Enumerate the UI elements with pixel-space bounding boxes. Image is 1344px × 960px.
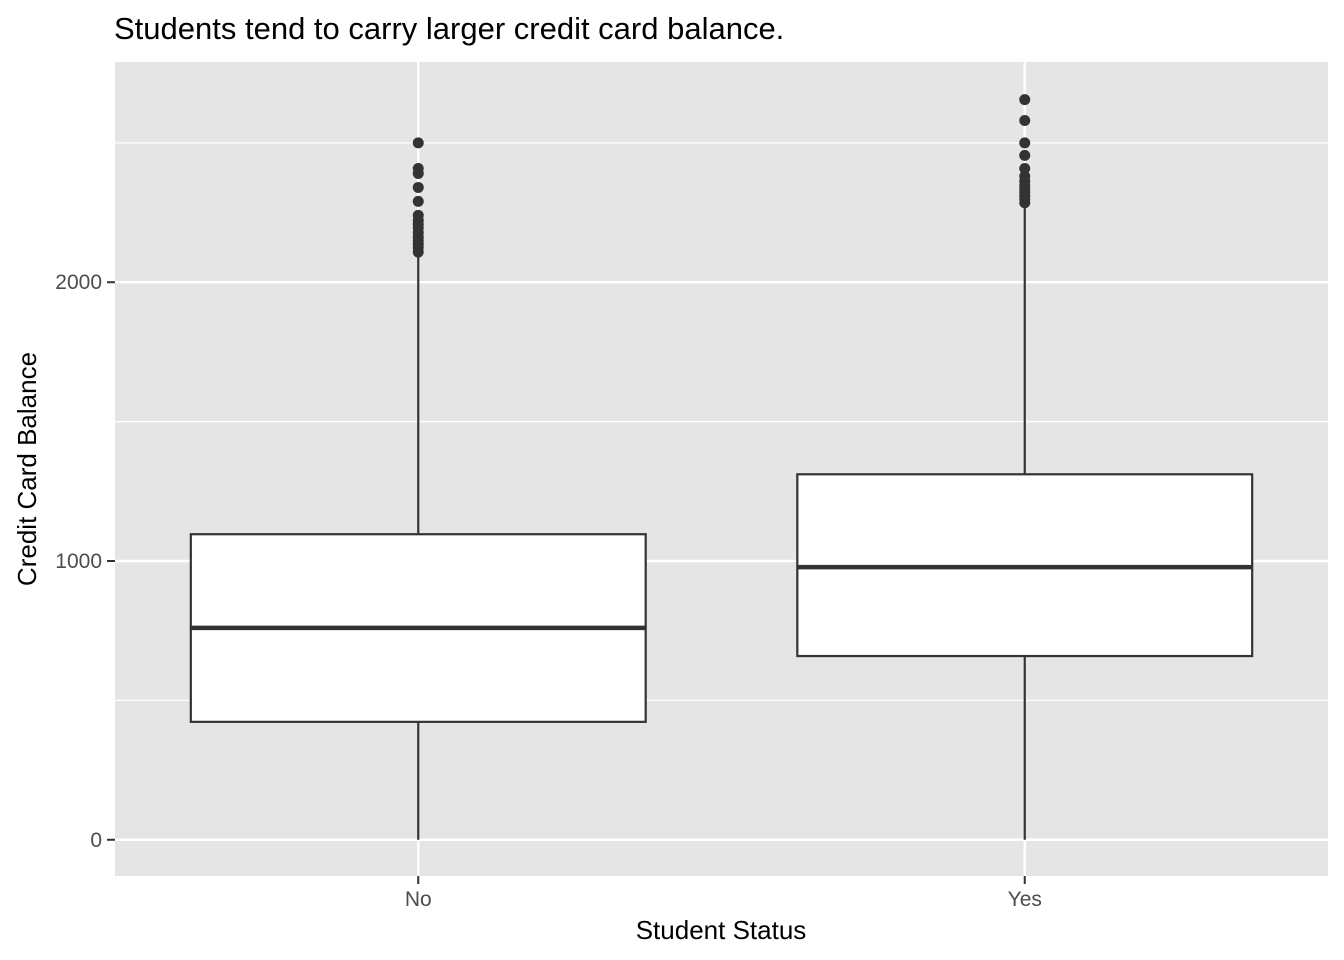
- outlier-point: [412, 137, 424, 149]
- outlier-point: [412, 209, 424, 221]
- box-group: [796, 94, 1254, 840]
- outlier-point: [1019, 149, 1031, 161]
- y-axis: 0 1000 2000: [55, 271, 115, 852]
- x-axis-label: Student Status: [636, 915, 807, 945]
- outlier-point: [1019, 115, 1031, 127]
- outlier-point: [1019, 94, 1031, 106]
- box-series: [189, 94, 1254, 840]
- outlier-point: [1019, 170, 1031, 182]
- chart-title: Students tend to carry larger credit car…: [114, 11, 784, 46]
- outlier-point: [412, 181, 424, 193]
- outlier-point: [1019, 137, 1031, 149]
- x-tick-label: Yes: [1008, 888, 1042, 911]
- x-axis: No Yes: [405, 876, 1042, 911]
- outlier-point: [1019, 162, 1031, 174]
- x-tick-label: No: [405, 888, 432, 911]
- outlier-point: [412, 162, 424, 174]
- y-tick-label: 1000: [55, 550, 102, 573]
- box-group: [189, 137, 647, 840]
- y-tick-label: 2000: [55, 271, 102, 294]
- outlier-point: [412, 195, 424, 207]
- plot-panel: [115, 62, 1328, 876]
- y-tick-label: 0: [90, 829, 102, 852]
- y-axis-label: Credit Card Balance: [12, 352, 42, 586]
